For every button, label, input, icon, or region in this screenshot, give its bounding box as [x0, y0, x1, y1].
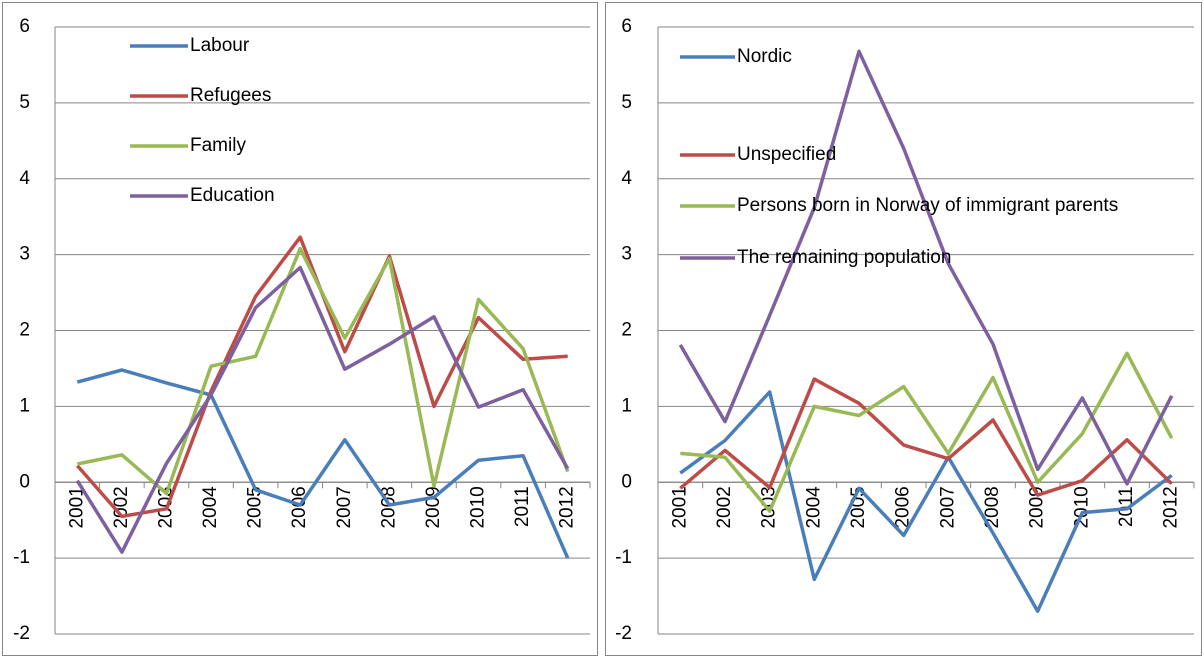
data-line: [678, 49, 1174, 486]
data-line: [680, 351, 1174, 513]
y-tick-label: 1: [621, 395, 632, 416]
x-tick-label: 2011: [512, 486, 533, 527]
legend-label: Refugees: [190, 85, 271, 106]
data-line: [75, 265, 570, 554]
y-tick-label: -1: [13, 547, 30, 568]
y-tick-label: 4: [621, 168, 632, 189]
x-tick-label: 2008: [982, 486, 1003, 528]
y-tick-label: 3: [621, 244, 632, 265]
x-tick-label: 2004: [803, 486, 824, 529]
y-tick-label: -2: [615, 623, 632, 644]
x-tick-label: 2005: [245, 486, 266, 528]
y-tick-label: 4: [19, 168, 30, 189]
y-tick-label: 0: [621, 471, 632, 492]
legend-label: Family: [190, 135, 246, 156]
x-tick-label: 2011: [1116, 486, 1137, 527]
y-tick-label: 3: [19, 244, 30, 265]
y-tick-label: -2: [13, 623, 30, 644]
chart-frame: [2, 2, 598, 656]
x-tick-label: 2012: [557, 486, 578, 528]
x-tick-label: 2010: [468, 486, 489, 528]
x-tick-label: 2007: [334, 486, 355, 528]
legend-label: Persons born in Norway of immigrant pare…: [737, 195, 1118, 216]
y-tick-label: 2: [621, 320, 632, 341]
data-line: [679, 377, 1173, 497]
x-tick-label: 2012: [1161, 486, 1182, 528]
x-tick-label: 2006: [893, 486, 914, 528]
x-tick-label: 2004: [200, 486, 221, 529]
data-line: [76, 246, 570, 496]
y-tick-label: 0: [19, 471, 30, 492]
legend-label: Education: [190, 185, 275, 206]
x-tick-label: 2001: [669, 486, 690, 528]
legend-label: Unspecified: [737, 144, 836, 165]
y-tick-label: 2: [19, 320, 30, 341]
data-line: [679, 390, 1173, 613]
x-tick-label: 2009: [1027, 486, 1048, 528]
x-tick-label: 2002: [714, 486, 735, 528]
y-tick-label: 6: [621, 16, 632, 37]
y-tick-label: 5: [19, 92, 30, 113]
x-tick-label: 2010: [1071, 486, 1092, 528]
y-tick-label: 5: [621, 92, 632, 113]
legend-label: Labour: [190, 35, 250, 56]
legend-label: The remaining population: [737, 247, 951, 268]
chart-frame: [605, 2, 1202, 656]
x-tick-label: 2001: [66, 486, 87, 528]
y-tick-label: 6: [19, 16, 30, 37]
y-tick-label: -1: [615, 547, 632, 568]
legend-label: Nordic: [737, 46, 792, 67]
x-tick-label: 2007: [937, 486, 958, 528]
data-line: [76, 368, 570, 559]
x-tick-label: 2002: [111, 486, 132, 528]
y-tick-label: 1: [19, 395, 30, 416]
